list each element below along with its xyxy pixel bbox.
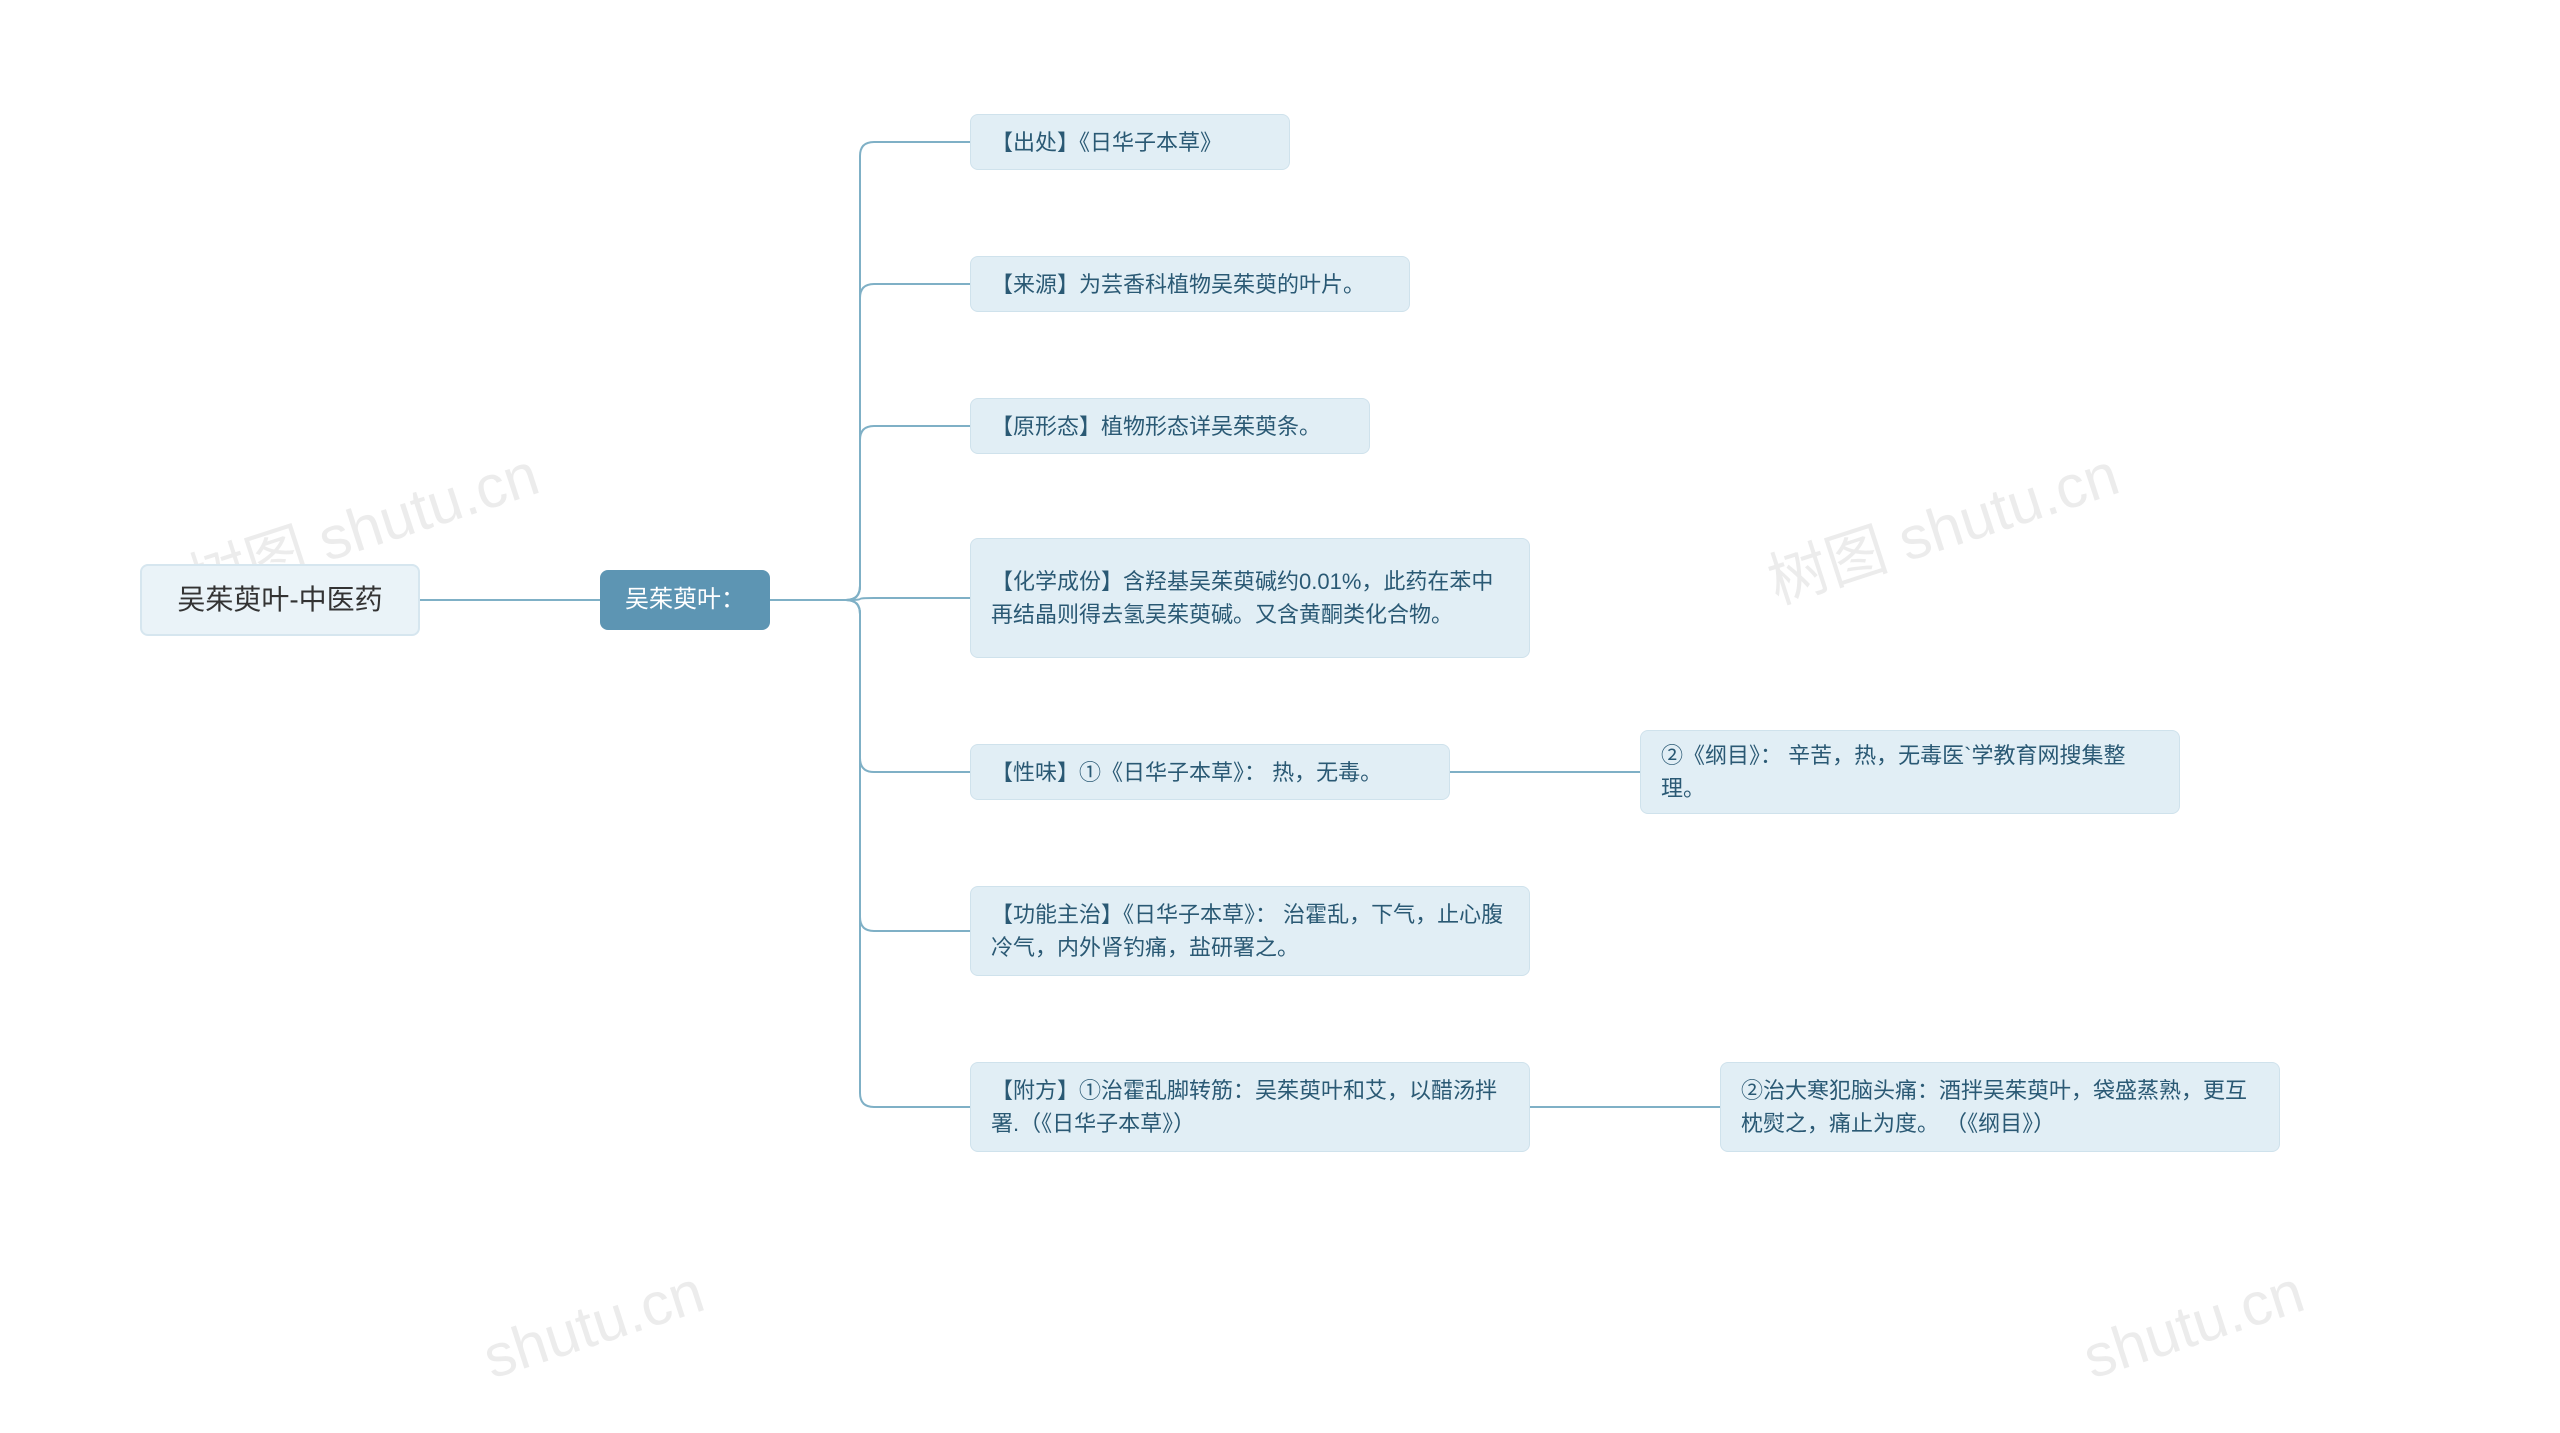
mindmap-leaf-origin: 【来源】为芸香科植物吴茱萸的叶片。: [970, 256, 1410, 312]
connector: [770, 284, 970, 600]
mindmap-leaf-prescription-2: ②治大寒犯脑头痛：酒拌吴茱萸叶，袋盛蒸熟，更互枕熨之，痛止为度。 （《纲目》）: [1720, 1062, 2280, 1152]
connector: [770, 598, 970, 600]
connectors-layer: [0, 0, 2560, 1433]
mindmap-leaf-taste: 【性味】①《日华子本草》： 热，无毒。: [970, 744, 1450, 800]
connector: [770, 426, 970, 600]
connector: [770, 600, 970, 931]
watermark: shutu.cn: [2075, 1257, 2312, 1393]
connector: [770, 142, 970, 600]
mindmap-leaf-source-ref: 【出处】《日华子本草》: [970, 114, 1290, 170]
watermark: 树图 shutu.cn: [1755, 426, 2128, 621]
mindmap-leaf-morphology: 【原形态】植物形态详吴茱萸条。: [970, 398, 1370, 454]
mindmap-level1: 吴茱萸叶：: [600, 570, 770, 630]
mindmap-leaf-chemistry: 【化学成份】含羟基吴茱萸碱约0.01%，此药在苯中再结晶则得去氢吴茱萸碱。又含黄…: [970, 538, 1530, 658]
mindmap-leaf-taste-2: ②《纲目》： 辛苦，热，无毒医`学教育网搜集整理。: [1640, 730, 2180, 814]
watermark: shutu.cn: [475, 1257, 712, 1393]
mindmap-root: 吴茱萸叶-中医药: [140, 564, 420, 636]
mindmap-leaf-prescription: 【附方】①治霍乱脚转筋：吴茱萸叶和艾，以醋汤拌署.（《日华子本草》）: [970, 1062, 1530, 1152]
mindmap-leaf-function: 【功能主治】《日华子本草》： 治霍乱，下气，止心腹冷气，内外肾钓痛，盐研署之。: [970, 886, 1530, 976]
connector: [770, 600, 970, 772]
connector: [770, 600, 970, 1107]
